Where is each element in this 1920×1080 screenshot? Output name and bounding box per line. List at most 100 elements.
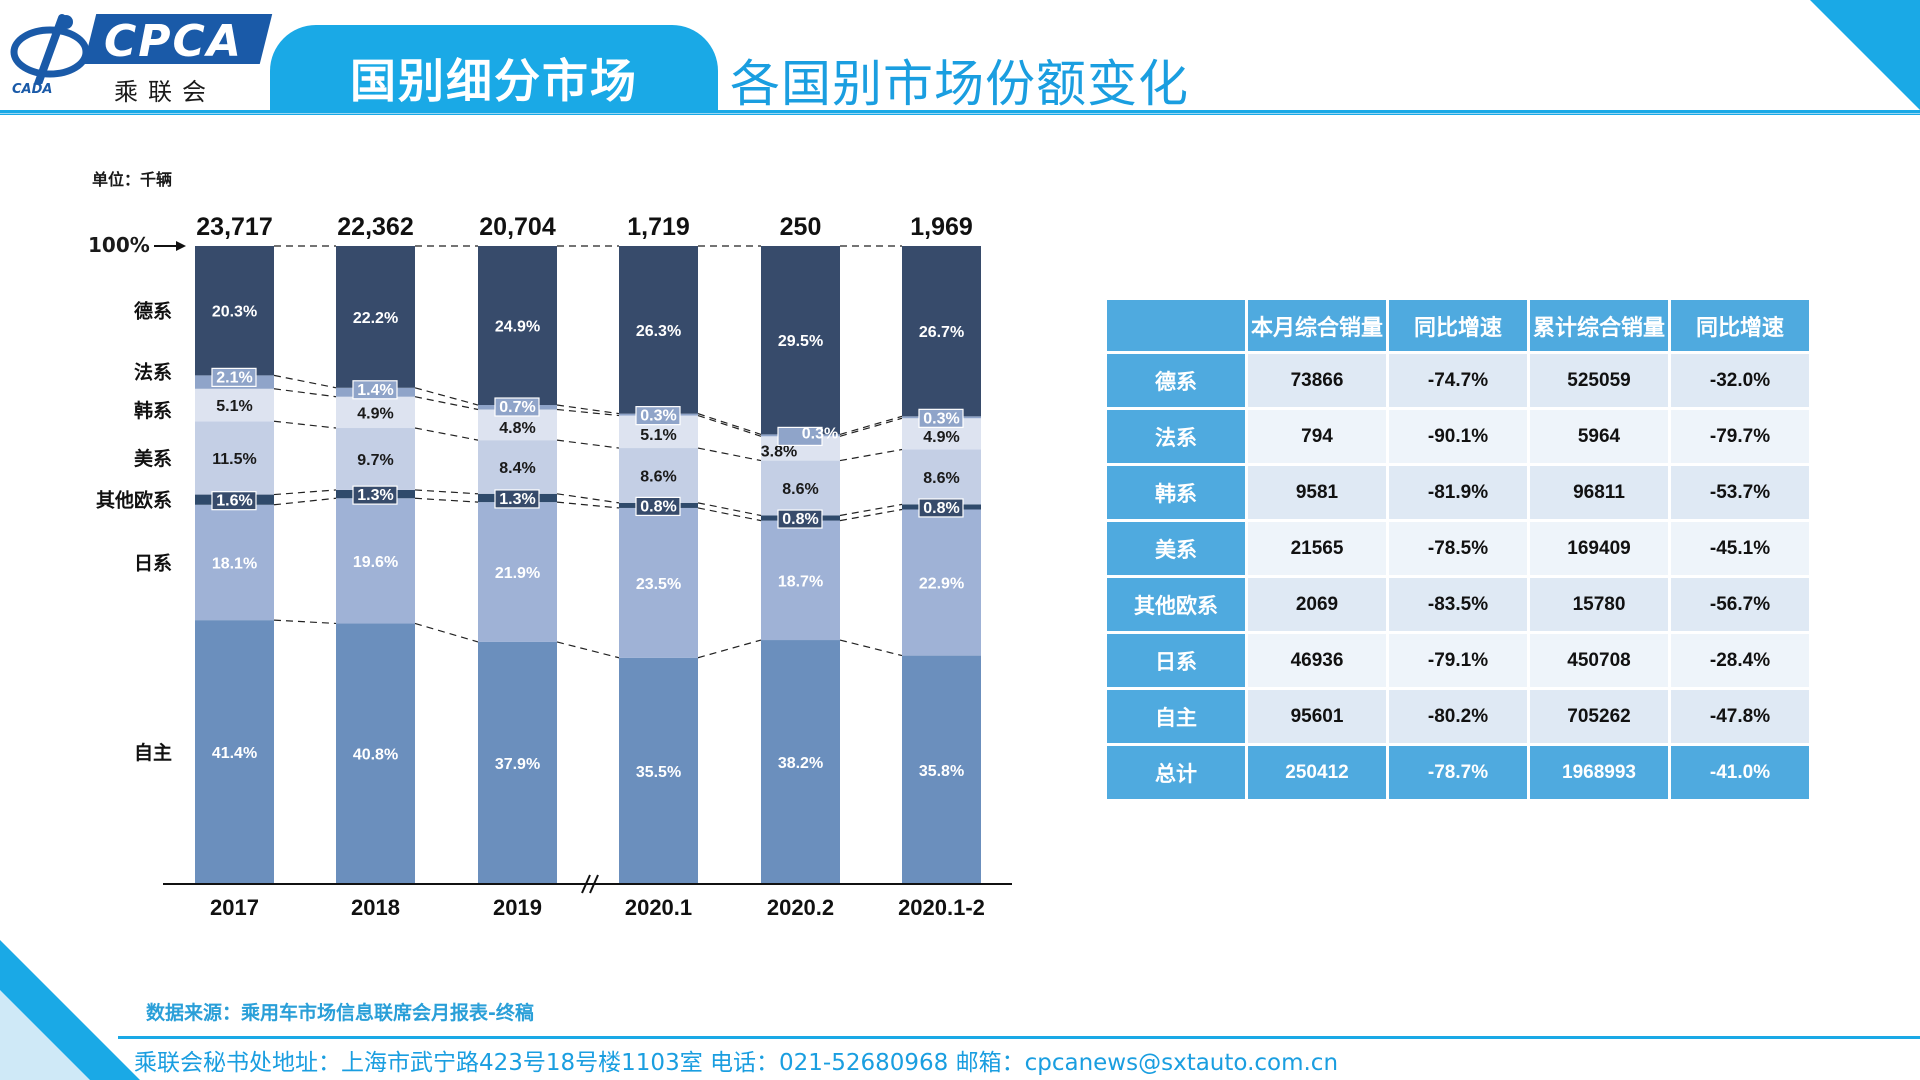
table-cell: 2069 [1248, 578, 1386, 631]
connector-line [697, 507, 762, 522]
value-label: 23.5% [636, 576, 681, 593]
table-cell: 169409 [1530, 522, 1668, 575]
value-label: 24.9% [495, 319, 540, 336]
section-title: 国别细分市场 [350, 54, 638, 108]
table-cell: -45.1% [1671, 522, 1809, 575]
bar-segment-日系 [902, 509, 981, 656]
total-label: 20,704 [479, 213, 556, 241]
table-cell: -74.7% [1389, 354, 1527, 407]
table-header-cell: 累计综合销量 [1530, 300, 1668, 351]
value-label: 0.8% [782, 511, 818, 528]
value-label: 1.4% [357, 382, 393, 399]
connector-line [839, 417, 903, 437]
value-label: 18.7% [778, 573, 823, 590]
connector-line [556, 501, 620, 509]
value-label: 0.3% [923, 410, 959, 427]
value-label: 19.6% [353, 554, 398, 571]
value-label: 1.6% [216, 493, 252, 510]
connector-line [556, 493, 620, 504]
bar-segment-德系 [761, 246, 840, 435]
connector-line [839, 415, 903, 435]
table-row-label: 美系 [1107, 522, 1245, 575]
table-cell: 96811 [1530, 466, 1668, 519]
x-tick-label: 2020.1-2 [898, 895, 985, 920]
bar-segment-德系 [902, 246, 981, 417]
table-total-cell: -41.0% [1671, 746, 1809, 799]
table-cell: -81.9% [1389, 466, 1527, 519]
page-title: 各国别市场份额变化 [730, 55, 1189, 113]
table-row: 其他欧系 2069 -83.5% 15780 -56.7% [1107, 578, 1809, 631]
table-cell: 9581 [1248, 466, 1386, 519]
table-row: 韩系 9581 -81.9% 96811 -53.7% [1107, 466, 1809, 519]
x-tick-label: 2020.1 [625, 895, 692, 920]
table-total-cell: 1968993 [1530, 746, 1668, 799]
table-cell: -53.7% [1671, 466, 1809, 519]
connector-line [273, 497, 337, 506]
table-row: 自主 95601 -80.2% 705262 -47.8% [1107, 690, 1809, 743]
chart-100-percent-label: 100% [88, 233, 150, 257]
corner-decoration-top-right [1810, 0, 1920, 110]
value-label: 35.8% [919, 763, 964, 780]
connector-line [273, 489, 337, 496]
x-tick-label: 2020.2 [767, 895, 834, 920]
connector-line [273, 619, 337, 625]
value-label: 4.8% [499, 420, 535, 437]
logo-sub-text: CADA [12, 82, 53, 97]
series-label: 韩系 [134, 399, 172, 422]
header-divider-thin [0, 113, 1920, 114]
connector-line [273, 388, 337, 398]
value-label-box [777, 509, 823, 529]
x-tick-label: 2018 [351, 895, 400, 920]
data-source-note: 数据来源：乘用车市场信息联席会月报表-终稿 [146, 1002, 534, 1024]
table-total-cell: 250412 [1248, 746, 1386, 799]
value-label: 0.7% [499, 399, 535, 416]
value-label: 20.3% [212, 304, 257, 321]
table-cell: 705262 [1530, 690, 1668, 743]
value-label: 5.1% [640, 427, 676, 444]
table-cell: 450708 [1530, 634, 1668, 687]
value-label: 5.1% [216, 398, 252, 415]
value-label: 2.1% [216, 369, 252, 386]
series-label: 德系 [134, 300, 172, 323]
value-label: 22.2% [353, 310, 398, 327]
bar-segment-德系 [336, 246, 415, 388]
value-label: 4.9% [357, 405, 393, 422]
connector-line [273, 420, 337, 429]
table-row: 日系 46936 -79.1% 450708 -28.4% [1107, 634, 1809, 687]
table-total-label: 总计 [1107, 746, 1245, 799]
connector-line [414, 387, 479, 406]
logo-cn-text: 乘联会 [114, 78, 216, 106]
table-header-row: 本月综合销量 同比增速 累计综合销量 同比增速 [1107, 300, 1809, 351]
connector-line [839, 503, 903, 517]
total-label: 1,719 [627, 213, 690, 241]
connector-line [414, 427, 479, 441]
value-label: 38.2% [778, 755, 823, 772]
bar-segment-日系 [336, 498, 415, 624]
connector-line [556, 404, 620, 415]
connector-line [697, 502, 762, 517]
connector-line [414, 497, 479, 503]
footer-contact: 乘联会秘书处地址：上海市武宁路423号18号楼1103室 电话：021-5268… [134, 1050, 1339, 1076]
table-total-row: 总计 250412 -78.7% 1968993 -41.0% [1107, 746, 1809, 799]
value-label-box [211, 367, 257, 387]
bar-segment-美系 [902, 449, 981, 505]
series-label: 美系 [134, 447, 172, 470]
value-label: 26.7% [919, 324, 964, 341]
table-cell: -47.8% [1671, 690, 1809, 743]
total-label: 1,969 [910, 213, 973, 241]
total-label: 22,362 [337, 213, 413, 241]
table-cell: 46936 [1248, 634, 1386, 687]
bar-segment-美系 [195, 421, 274, 495]
table-cell: -80.2% [1389, 690, 1527, 743]
section-tab: 国别细分市场 [270, 25, 718, 113]
axis-break-mark [589, 874, 599, 894]
value-label-box [352, 380, 398, 400]
value-label: 0.8% [923, 500, 959, 517]
table-cell: 15780 [1530, 578, 1668, 631]
table-row-label: 法系 [1107, 410, 1245, 463]
value-label: 9.7% [357, 452, 393, 469]
value-label: 1.3% [357, 487, 393, 504]
connector-line [697, 639, 762, 659]
axis-break-mark [581, 874, 591, 894]
table-cell: -56.7% [1671, 578, 1809, 631]
